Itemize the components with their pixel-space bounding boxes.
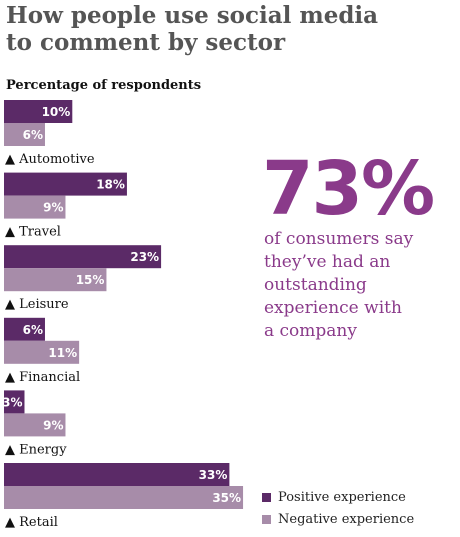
legend-label-negative: Negative experience — [278, 511, 415, 527]
bar-financial-negative — [4, 340, 80, 364]
data-label: 18% — [96, 178, 125, 192]
bar-financial-positive — [4, 317, 45, 341]
axis-label: Percentage of respondents — [6, 78, 202, 93]
legend-item-negative: Negative experience — [262, 508, 414, 530]
legend-swatch-positive — [262, 492, 271, 502]
callout-caption: of consumers say they’ve had an outstand… — [264, 228, 454, 343]
bar-leisure-negative — [4, 268, 107, 292]
data-label: 10% — [42, 105, 71, 119]
bar-retail-negative — [4, 486, 244, 509]
category-label: ▲ Energy — [5, 442, 67, 457]
data-label: 3% — [2, 395, 22, 409]
data-label: 15% — [76, 273, 105, 287]
category-label: ▲ Financial — [5, 370, 80, 385]
category-label: ▲ Retail — [5, 515, 58, 530]
data-label: 6% — [23, 323, 43, 337]
legend: Positive experience Negative experience — [262, 486, 414, 530]
legend-label-positive: Positive experience — [278, 489, 406, 505]
callout-caption-line: outstanding — [264, 275, 367, 295]
callout-value: 73% — [262, 146, 435, 232]
callout-caption-line: of consumers say — [264, 229, 414, 249]
data-label: 33% — [199, 468, 228, 482]
bar-energy-positive — [4, 390, 25, 414]
data-label: 6% — [23, 128, 43, 142]
callout-caption-line: experience with — [264, 298, 402, 318]
legend-swatch-negative — [262, 514, 271, 524]
bar-retail-positive — [4, 463, 230, 486]
chart-title-line-2: to comment by sector — [6, 29, 286, 56]
data-label: 35% — [212, 491, 241, 505]
callout-caption-line: a company — [264, 321, 357, 341]
category-label: ▲ Automotive — [5, 152, 95, 167]
data-label: 23% — [130, 250, 159, 264]
bar-energy-negative — [4, 413, 66, 437]
chart-title-line-1: How people use social media — [6, 2, 379, 29]
data-label: 11% — [48, 346, 77, 360]
bar-automotive-positive — [4, 100, 73, 123]
category-label: ▲ Leisure — [5, 297, 69, 312]
data-label: 9% — [43, 201, 63, 215]
data-label: 9% — [43, 418, 63, 432]
category-label: ▲ Travel — [5, 225, 61, 240]
bar-travel-negative — [4, 195, 66, 219]
bar-automotive-negative — [4, 123, 45, 146]
bar-leisure-positive — [4, 245, 162, 269]
chart-title: How people use social media to comment b… — [6, 2, 426, 56]
callout-caption-line: they’ve had an — [264, 252, 391, 272]
bar-travel-positive — [4, 172, 127, 196]
legend-item-positive: Positive experience — [262, 486, 414, 508]
